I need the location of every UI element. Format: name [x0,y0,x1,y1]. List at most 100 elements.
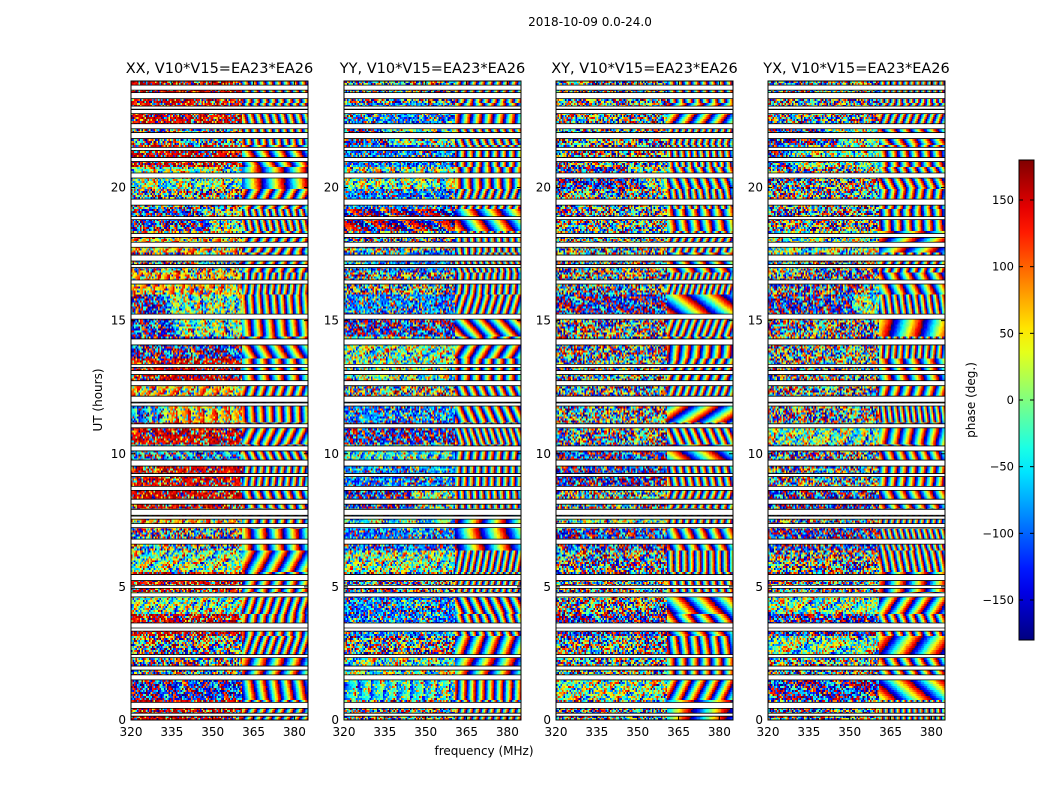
data-gap [344,242,521,248]
data-gap [768,516,945,520]
y-tick-label: 5 [118,580,126,594]
data-gap [768,364,945,368]
colorbar: 150 100 50 0 −50 −100 −150 phase (deg.) [964,159,1035,641]
data-gap [131,255,308,262]
data-gap [768,473,945,477]
data-gap [768,242,945,248]
data-gap [768,199,945,206]
y-tick-label: 20 [748,181,763,195]
data-gap [768,486,945,491]
data-gap [556,423,733,428]
data-gap [556,380,733,386]
data-gap [768,402,945,406]
x-tick-label: 365 [455,725,478,739]
panel-frame [130,80,309,721]
data-gap [768,216,945,220]
data-gap [344,85,521,91]
data-gap [768,674,945,680]
data-gap [768,523,945,528]
data-gap [556,666,733,671]
data-gap [768,338,945,345]
panel-2: YY, V10*V15=EA23*EA26 320 335 350 365 380 0 5 10… [324,61,525,739]
data-gap [344,364,521,368]
data-gap [131,423,308,428]
data-gap [556,445,733,451]
data-gap [768,592,945,597]
data-gap [344,460,521,467]
data-gap [344,574,521,581]
data-gap [344,654,521,658]
data-gap [344,674,521,680]
data-gap [131,539,308,545]
data-gap [131,233,308,238]
data-gap [556,157,733,162]
data-gap [556,523,733,528]
data-gap [556,592,733,597]
data-gap [131,132,308,139]
data-gap [768,445,945,451]
x-tick-label: 350 [838,725,861,739]
data-gap [131,280,308,285]
data-gap [131,242,308,248]
data-gap [344,592,521,597]
data-gap [556,539,733,545]
panel-frame [767,80,946,721]
data-gap [556,147,733,151]
x-tick-label: 335 [160,725,183,739]
y-tick-label: 15 [111,314,126,328]
data-gap [768,314,945,320]
x-tick-label: 350 [626,725,649,739]
data-gap [344,702,521,709]
colorbar-tick-label: −50 [990,460,1014,474]
data-gap [556,509,733,516]
data-gap [556,364,733,368]
data-gap [556,173,733,179]
data-gap [768,460,945,467]
x-tick-label: 335 [585,725,608,739]
y-tick-label: 15 [536,314,551,328]
x-axis-label: frequency (MHz) [434,744,533,758]
x-tick-label: 320 [757,725,780,739]
panel-title: XY, V10*V15=EA23*EA26 [551,61,737,77]
data-gap [131,585,308,589]
data-gap [131,509,308,516]
y-tick-label: 0 [543,713,551,727]
data-gap [344,255,521,262]
data-gap [344,622,521,628]
data-gap [556,106,733,110]
data-gap [768,233,945,238]
data-gap [556,396,733,403]
y-tick-label: 5 [543,580,551,594]
data-gap [768,702,945,709]
y-tick-label: 15 [324,314,339,328]
data-gap [556,338,733,345]
data-gap [344,157,521,162]
data-gap [344,423,521,428]
colorbar-tick-label: 150 [992,193,1014,207]
data-gap [768,106,945,110]
data-gap [556,574,733,581]
y-tick-label: 0 [755,713,763,727]
data-gap [131,473,308,477]
y-tick-label: 10 [111,447,126,461]
x-tick-label: 320 [120,725,143,739]
y-tick-label: 0 [331,713,339,727]
data-gap [344,380,521,386]
data-gap [131,523,308,528]
y-tick-label: 15 [748,314,763,328]
data-gap [768,499,945,505]
panel-frame [343,80,522,721]
data-gap [556,92,733,99]
data-gap [344,233,521,238]
data-gap [344,314,521,320]
data-gap [768,255,945,262]
data-gap [131,92,308,99]
panel-title: YX, V10*V15=EA23*EA26 [762,61,949,77]
data-gap [344,509,521,516]
data-gap [131,654,308,658]
data-gap [556,499,733,505]
x-tick-label: 365 [879,725,902,739]
data-gap [131,666,308,671]
figure-suptitle: 2018-10-09 0.0-24.0 [528,15,652,29]
data-gap [131,402,308,406]
